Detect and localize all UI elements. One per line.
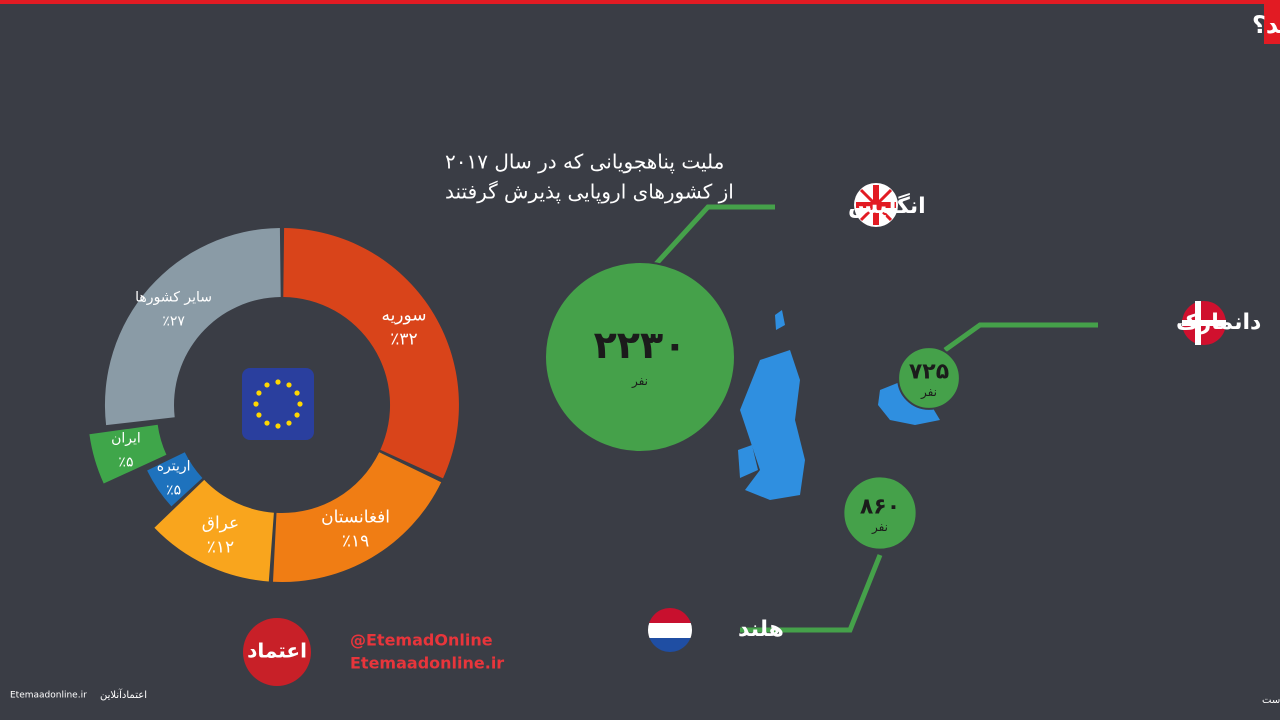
segment-label: ایران — [111, 430, 141, 446]
segment-label: افغانستان — [321, 507, 390, 527]
star — [264, 420, 270, 426]
flag-denmark — [1182, 301, 1226, 345]
donut-segment — [147, 452, 203, 507]
segment-value: ٪۱۹ — [342, 531, 369, 551]
star — [275, 379, 281, 385]
star — [256, 412, 262, 418]
donut-segment — [273, 452, 442, 583]
map — [738, 310, 940, 500]
donut-segment — [89, 424, 167, 484]
bubble — [544, 261, 736, 453]
star — [253, 401, 259, 407]
donut-segment — [104, 228, 281, 426]
brand: اعتمادآنلاین — [100, 688, 147, 701]
star — [294, 390, 300, 396]
bubble-unit: نفر — [920, 385, 937, 400]
title-marker — [1264, 0, 1280, 44]
source: منبع داده: یورونیوز / ارقام براساس میزان… — [1262, 694, 1280, 706]
star — [297, 401, 303, 407]
star — [264, 382, 270, 388]
segment-label: سوریه — [381, 306, 426, 326]
star — [256, 390, 262, 396]
donut-segment — [154, 479, 274, 582]
bubble-value: ۲۲۳۰ — [594, 323, 687, 367]
bubble — [842, 475, 918, 551]
segment-value: ٪۵ — [118, 454, 133, 470]
logo-circle — [243, 618, 311, 686]
star — [286, 382, 292, 388]
segment-value: ٪۱۲ — [207, 538, 234, 558]
logo: اعتماد — [247, 639, 307, 663]
segment-value: ٪۵ — [166, 483, 181, 499]
title: ایرانی‌ها در سال ۲۰۱۷ بیشتر به کدام کشور… — [1252, 11, 1280, 39]
bubble-unit: نفر — [631, 374, 648, 389]
eu-stars — [253, 379, 303, 429]
flag-netherlands — [648, 608, 692, 652]
segment-label: اریتره — [157, 459, 191, 475]
bubble-value: ۷۲۵ — [909, 360, 949, 385]
donut-segment — [283, 228, 459, 479]
site: Etemaadonline.ir — [350, 654, 504, 673]
star — [286, 420, 292, 426]
star — [294, 412, 300, 418]
brand-site: Etemaadonline.ir — [10, 691, 87, 701]
bubble-value: ۸۶۰ — [860, 495, 900, 520]
donut-title: ملیت پناهجویانی که در سال ۲۰۱۷ — [445, 150, 724, 175]
segment-value: ٪۳۲ — [390, 330, 417, 350]
country-label: انگلیس — [848, 192, 926, 219]
handle: @EtemadOnline — [350, 631, 493, 650]
top-bar — [0, 0, 1280, 4]
flag-uk — [854, 183, 898, 227]
eu-flag — [242, 368, 314, 440]
bubble-unit: نفر — [871, 520, 888, 535]
star — [275, 423, 281, 429]
country-label: هلند — [738, 617, 784, 642]
country-label: دانمارک — [1176, 310, 1261, 335]
bubble — [897, 346, 961, 410]
segment-label: سایر کشورها — [135, 289, 212, 305]
segment-label: عراق — [202, 514, 239, 534]
connectors — [653, 204, 1098, 633]
donut-subtitle: از کشورهای اروپایی پذیرش گرفتند — [445, 180, 734, 205]
segment-value: ٪۲۷ — [162, 313, 185, 329]
